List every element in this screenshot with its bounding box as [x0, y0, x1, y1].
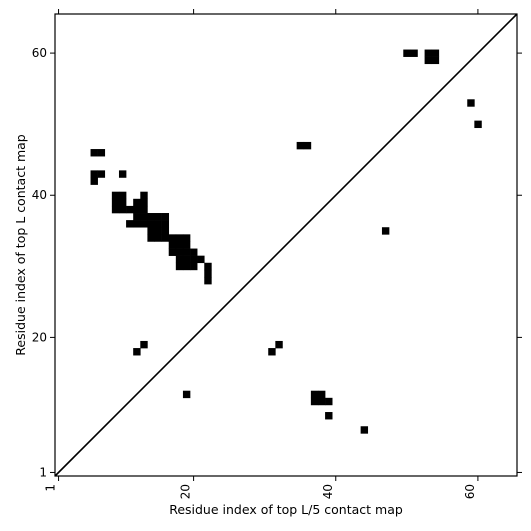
contact-cell: [154, 213, 162, 221]
contact-cell: [161, 234, 170, 242]
contact-cell: [97, 149, 106, 157]
contact-cell: [133, 205, 141, 214]
contact-cell: [182, 262, 191, 271]
contact-cell: [140, 340, 148, 349]
contact-cell: [190, 248, 198, 256]
contact-cell: [111, 205, 120, 214]
contact-cell: [126, 220, 134, 228]
contact-cell: [317, 390, 326, 399]
contact-cell: [140, 220, 148, 228]
contact-cell: [133, 198, 141, 207]
contact-cell: [161, 213, 170, 221]
contact-cell: [90, 170, 98, 178]
contact-cell: [175, 241, 184, 249]
contact-cell: [204, 269, 212, 278]
contact-cell: [410, 49, 418, 57]
contact-cell: [182, 390, 191, 399]
contact-cell: [126, 205, 134, 214]
contact-cell: [190, 255, 198, 264]
diagonal-line: [54, 13, 518, 477]
contact-cell: [275, 340, 283, 349]
contact-cell: [175, 255, 184, 264]
contact-cell: [154, 227, 162, 235]
x-axis-label: Residue index of top L/5 contact map: [169, 502, 403, 517]
contact-cell: [360, 426, 369, 434]
contact-cell: [204, 262, 212, 271]
contact-cell: [303, 141, 312, 150]
contact-cell: [147, 227, 155, 235]
contact-cell: [90, 177, 98, 185]
plot-frame: [54, 13, 518, 477]
contact-cell: [161, 227, 170, 235]
contact-cell: [175, 234, 184, 242]
contact-cell: [154, 234, 162, 242]
contact-cell: [168, 248, 177, 256]
y-axis-label: Residue index of top L contact map: [13, 134, 28, 355]
contact-cell: [182, 248, 191, 256]
contact-cell: [296, 141, 305, 150]
contact-cell: [118, 198, 127, 207]
contact-cell: [317, 397, 326, 406]
x-tick-label: 60: [463, 484, 477, 499]
contact-cell: [175, 262, 184, 271]
contact-cell: [161, 220, 170, 228]
contact-cell: [424, 49, 433, 57]
contact-cell: [147, 213, 155, 221]
contact-cell: [140, 213, 148, 221]
contact-cell: [197, 255, 205, 264]
contact-cell: [168, 241, 177, 249]
contact-cell: [140, 205, 148, 214]
y-tick-label: 1: [39, 465, 47, 479]
contact-cell: [140, 191, 148, 200]
contact-cell: [118, 170, 127, 178]
contact-cell: [424, 56, 433, 65]
contact-cell: [204, 276, 212, 285]
contact-cell: [147, 220, 155, 228]
contact-cell: [467, 99, 475, 107]
axis-ticks: 1 20 40 60 1 20 40 60: [32, 9, 522, 499]
contact-cell: [147, 234, 155, 242]
contact-cell: [168, 234, 177, 242]
contact-cell: [182, 241, 191, 249]
x-tick-label: 1: [44, 484, 58, 492]
contact-cell: [111, 191, 120, 200]
contact-cells: [90, 49, 482, 434]
contact-cell: [431, 49, 440, 57]
contact-cell: [133, 213, 141, 221]
contact-cell: [90, 149, 98, 157]
contact-cell: [140, 198, 148, 207]
contact-cell: [268, 348, 276, 356]
contact-cell: [381, 227, 390, 235]
contact-cell: [97, 170, 106, 178]
y-tick-label: 20: [32, 330, 47, 344]
contact-cell: [190, 262, 198, 271]
y-tick-label: 60: [32, 46, 47, 60]
contact-cell: [118, 191, 127, 200]
contact-cell: [325, 397, 333, 406]
contact-cell: [133, 220, 141, 228]
contact-cell: [133, 348, 141, 356]
x-tick-label: 40: [321, 484, 335, 499]
contact-cell: [154, 220, 162, 228]
x-tick-label: 20: [179, 484, 193, 499]
contact-cell: [118, 205, 127, 214]
contact-cell: [111, 198, 120, 207]
contact-cell: [182, 255, 191, 264]
y-tick-label: 40: [32, 188, 47, 202]
contact-cell: [325, 412, 333, 420]
contact-cell: [431, 56, 440, 65]
contact-cell: [474, 120, 482, 129]
contact-cell: [310, 397, 319, 406]
contact-cell: [403, 49, 411, 57]
contact-cell: [175, 248, 184, 256]
contact-cell: [310, 390, 319, 399]
contact-cell: [182, 234, 191, 242]
